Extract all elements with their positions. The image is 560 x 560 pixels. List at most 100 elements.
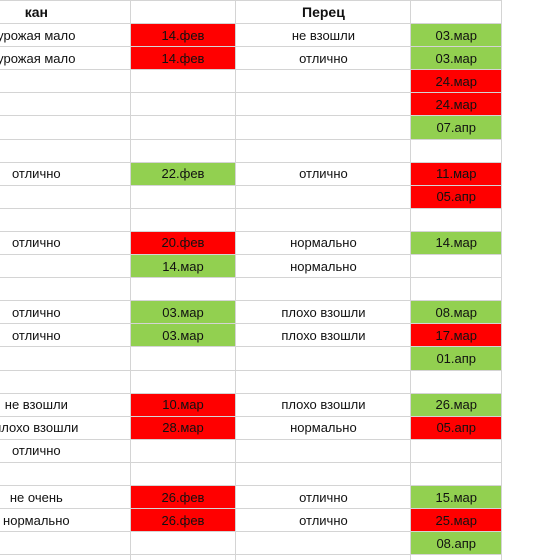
cell-date-b[interactable]: [129, 554, 237, 560]
cell-date-d[interactable]: [410, 369, 502, 394]
cell-date-d[interactable]: 24.мар: [410, 92, 502, 117]
cell-result-c[interactable]: [235, 138, 412, 163]
cell-date-d[interactable]: 14.мар: [410, 230, 502, 256]
cell-result-a[interactable]: отлично: [0, 438, 131, 463]
cell-date-d[interactable]: [410, 138, 502, 163]
cell-result-a[interactable]: отлично: [0, 230, 131, 256]
cell-result-a[interactable]: [0, 138, 131, 163]
cell-result-c[interactable]: [235, 554, 412, 560]
cell-date-b[interactable]: [129, 369, 237, 394]
cell-date-d[interactable]: 15.мар: [410, 484, 502, 510]
cell-date-b[interactable]: 14.фев: [129, 23, 237, 48]
cell-date-b[interactable]: 20.фев: [129, 230, 237, 256]
cell-result-c[interactable]: плохо взошли: [235, 300, 412, 325]
cell-result-a[interactable]: не очень: [0, 484, 131, 510]
cell-date-d[interactable]: 01.апр: [410, 346, 502, 371]
cell-result-a[interactable]: урожая мало: [0, 46, 131, 71]
cell-date-b[interactable]: [129, 184, 237, 209]
cell-date-d[interactable]: [410, 438, 502, 463]
cell-result-a[interactable]: [0, 115, 131, 140]
cell-date-d[interactable]: 11.мар: [410, 161, 502, 186]
cell-date-d[interactable]: 03.мар: [410, 23, 502, 48]
cell-date-d[interactable]: [410, 277, 502, 302]
cell-result-c[interactable]: [235, 438, 412, 463]
cell-result-c[interactable]: [235, 115, 412, 140]
cell-result-a[interactable]: не взошли: [0, 392, 131, 417]
cell-result-a[interactable]: [0, 69, 131, 94]
cell-date-d[interactable]: 07.апр: [410, 115, 502, 140]
cell-date-d[interactable]: 08.апр: [410, 531, 502, 556]
cell-result-c[interactable]: плохо взошли: [235, 392, 412, 417]
cell-date-b[interactable]: 26.фев: [129, 484, 237, 510]
cell-result-c[interactable]: отлично: [235, 484, 412, 510]
cell-result-c[interactable]: нормально: [235, 415, 412, 440]
cell-date-d[interactable]: 24.мар: [410, 69, 502, 94]
cell-result-a[interactable]: [0, 184, 131, 209]
header-cell-col-b[interactable]: [129, 0, 237, 25]
cell-result-c[interactable]: отлично: [235, 508, 412, 533]
cell-result-a[interactable]: плохо взошли: [0, 415, 131, 440]
cell-date-b[interactable]: [129, 346, 237, 371]
cell-result-c[interactable]: плохо взошли: [235, 323, 412, 348]
cell-date-d[interactable]: [410, 254, 502, 279]
cell-date-b[interactable]: [129, 461, 237, 486]
cell-date-d[interactable]: [410, 461, 502, 486]
cell-date-d[interactable]: 17.мар: [410, 323, 502, 348]
cell-date-b[interactable]: 14.фев: [129, 46, 237, 71]
cell-result-c[interactable]: [235, 69, 412, 94]
cell-result-c[interactable]: [235, 207, 412, 232]
cell-result-a[interactable]: [0, 207, 131, 232]
cell-date-b[interactable]: [129, 438, 237, 463]
cell-date-b[interactable]: [129, 138, 237, 163]
cell-date-b[interactable]: [129, 531, 237, 556]
cell-result-c[interactable]: [235, 461, 412, 486]
cell-date-d[interactable]: [410, 554, 502, 560]
cell-date-d[interactable]: 05.апр: [410, 184, 502, 209]
cell-date-d[interactable]: [410, 207, 502, 232]
cell-date-d[interactable]: 03.мар: [410, 46, 502, 71]
cell-result-c[interactable]: [235, 369, 412, 394]
cell-result-a[interactable]: [0, 346, 131, 371]
cell-date-d[interactable]: 25.мар: [410, 508, 502, 533]
cell-result-a[interactable]: [0, 277, 131, 302]
cell-result-c[interactable]: [235, 277, 412, 302]
cell-date-b[interactable]: 03.мар: [129, 300, 237, 325]
cell-result-a[interactable]: [0, 461, 131, 486]
cell-result-a[interactable]: отлично: [0, 161, 131, 186]
cell-date-b[interactable]: [129, 69, 237, 94]
cell-date-b[interactable]: [129, 92, 237, 117]
cell-result-c[interactable]: не взошли: [235, 23, 412, 48]
cell-result-a[interactable]: [0, 554, 131, 560]
cell-date-b[interactable]: 22.фев: [129, 161, 237, 186]
cell-result-a[interactable]: отлично: [0, 300, 131, 325]
header-cell-col-a[interactable]: кан: [0, 0, 131, 25]
header-cell-col-d[interactable]: [410, 0, 502, 25]
cell-result-c[interactable]: отлично: [235, 46, 412, 71]
cell-date-b[interactable]: 28.мар: [129, 415, 237, 440]
cell-date-b[interactable]: 26.фев: [129, 508, 237, 533]
cell-result-a[interactable]: отлично: [0, 323, 131, 348]
cell-result-c[interactable]: нормально: [235, 254, 412, 279]
cell-result-a[interactable]: [0, 531, 131, 556]
header-cell-col-c[interactable]: Перец: [235, 0, 412, 25]
cell-result-a[interactable]: нормально: [0, 508, 131, 533]
cell-result-c[interactable]: отлично: [235, 161, 412, 186]
cell-date-b[interactable]: [129, 115, 237, 140]
cell-date-b[interactable]: [129, 207, 237, 232]
cell-result-c[interactable]: [235, 531, 412, 556]
cell-date-d[interactable]: 08.мар: [410, 300, 502, 325]
cell-result-c[interactable]: [235, 92, 412, 117]
cell-date-d[interactable]: 05.апр: [410, 415, 502, 440]
cell-result-c[interactable]: нормально: [235, 230, 412, 256]
cell-date-b[interactable]: 14.мар: [129, 254, 237, 279]
cell-result-c[interactable]: [235, 184, 412, 209]
cell-result-a[interactable]: [0, 369, 131, 394]
cell-result-a[interactable]: [0, 92, 131, 117]
cell-date-b[interactable]: 03.мар: [129, 323, 237, 348]
cell-result-c[interactable]: [235, 346, 412, 371]
cell-date-b[interactable]: [129, 277, 237, 302]
cell-result-a[interactable]: [0, 254, 131, 279]
cell-date-d[interactable]: 26.мар: [410, 392, 502, 417]
cell-date-b[interactable]: 10.мар: [129, 392, 237, 417]
cell-result-a[interactable]: урожая мало: [0, 23, 131, 48]
